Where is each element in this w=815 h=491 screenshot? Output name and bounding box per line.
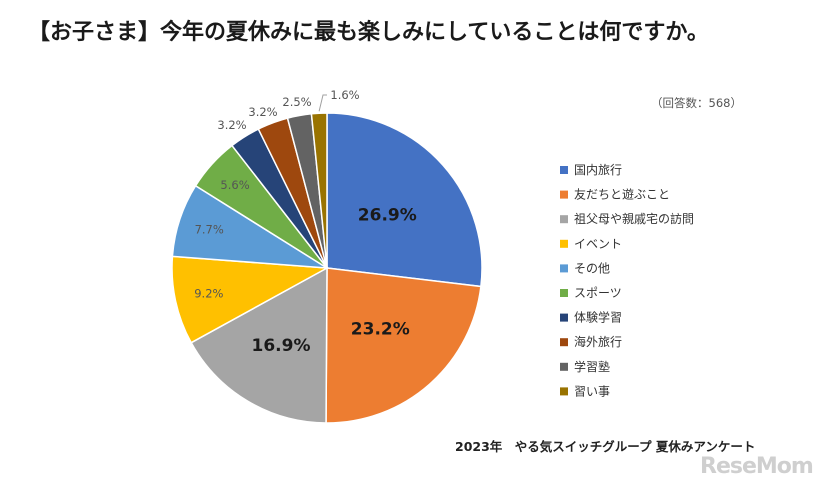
slice-value-label: 3.2%: [217, 118, 246, 132]
legend-label: 国内旅行: [574, 163, 622, 177]
legend-swatch: [560, 338, 568, 347]
pie-slice: [326, 112, 483, 288]
pie-slice: [171, 255, 330, 344]
slice-value-label: 2.5%: [282, 95, 311, 109]
legend-label: イベント: [574, 237, 622, 251]
slice-labels: 26.9% 23.2% 16.9% 9.2% 7.7% 5.6% 3.2%3.2% 2.5% 1…: [194, 88, 417, 356]
pie-slice: [325, 267, 482, 424]
legend-swatch: [560, 289, 568, 297]
legend-label: 習い事: [574, 384, 610, 398]
legend-label: その他: [574, 261, 610, 275]
legend-swatch: [560, 264, 568, 273]
legend-label: 友だちと遊ぶこと: [574, 187, 670, 202]
source-note: 2023年 やる気スイッチグループ 夏休みアンケート: [455, 439, 756, 454]
legend-label: 体験学習: [574, 310, 622, 325]
slice-value-label: 16.9%: [252, 336, 311, 356]
leader-lines: [318, 94, 327, 112]
leader-line: [318, 94, 327, 112]
watermark-logo: ReseMom: [700, 454, 814, 479]
legend: 国内旅行友だちと遊ぶこと祖父母や親戚宅の訪問イベントその他スポーツ体験学習海外旅…: [560, 163, 694, 398]
legend-swatch: [560, 190, 568, 199]
slice-value-label: 9.2%: [194, 287, 223, 301]
slice-value-label: 5.6%: [220, 178, 249, 192]
chart-title: 【お子さま】今年の夏休みに最も楽しみにしていることは何ですか。: [28, 20, 709, 45]
legend-label: スポーツ: [574, 286, 622, 300]
legend-swatch: [560, 313, 568, 322]
legend-swatch: [560, 387, 568, 396]
slice-value-label: 3.2%: [248, 105, 277, 119]
respondent-count: （回答数：568）: [651, 96, 742, 110]
legend-label: 学習塾: [574, 359, 610, 374]
legend-swatch: [560, 362, 568, 371]
legend-swatch: [560, 239, 568, 248]
legend-swatch: [560, 166, 568, 174]
slice-value-label: 1.6%: [330, 88, 359, 102]
slice-value-label: 26.9%: [358, 206, 417, 226]
legend-label: 祖父母や親戚宅の訪問: [574, 211, 694, 226]
slice-value-label: 23.2%: [351, 319, 410, 339]
pie-slices: [171, 112, 483, 424]
pie-slice: [310, 112, 328, 269]
legend-label: 海外旅行: [574, 334, 622, 349]
slice-value-label: 7.7%: [195, 222, 224, 236]
pie-slice: [190, 266, 328, 424]
legend-swatch: [560, 215, 568, 224]
